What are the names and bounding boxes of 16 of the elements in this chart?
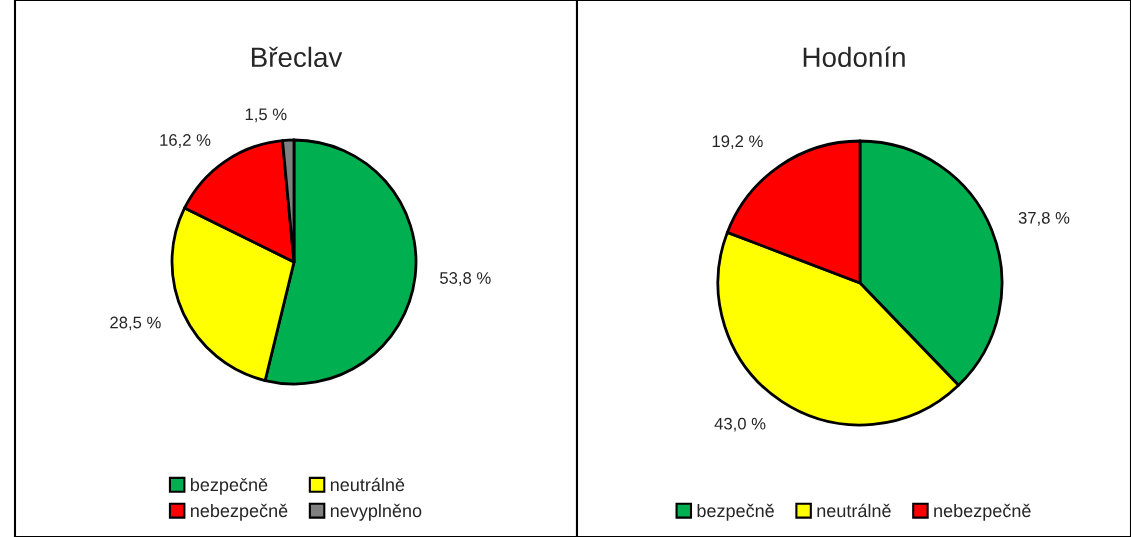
data-label: 1,5 % — [245, 108, 287, 123]
legend-label: nebezpečně — [191, 503, 288, 521]
data-label: 37,8 % — [1018, 211, 1070, 226]
legend-label: neutrálně — [330, 477, 405, 492]
data-label: 28,5 % — [110, 316, 161, 331]
data-label: 19,2 % — [712, 135, 763, 150]
legend-label: nebezpečně — [934, 503, 1031, 521]
legend-label: bezpečně — [190, 477, 268, 495]
chart-title: Břeclav — [251, 46, 343, 68]
legend-label: neutrálně — [817, 503, 891, 518]
legend-label: nevyplněno — [330, 503, 422, 521]
data-label: 53,8 % — [440, 272, 491, 286]
data-label: 43,0 % — [714, 417, 766, 432]
data-label: 16,2 % — [160, 134, 211, 148]
chart-title: Hodonín — [803, 46, 905, 68]
legend-label: bezpečně — [697, 503, 774, 521]
